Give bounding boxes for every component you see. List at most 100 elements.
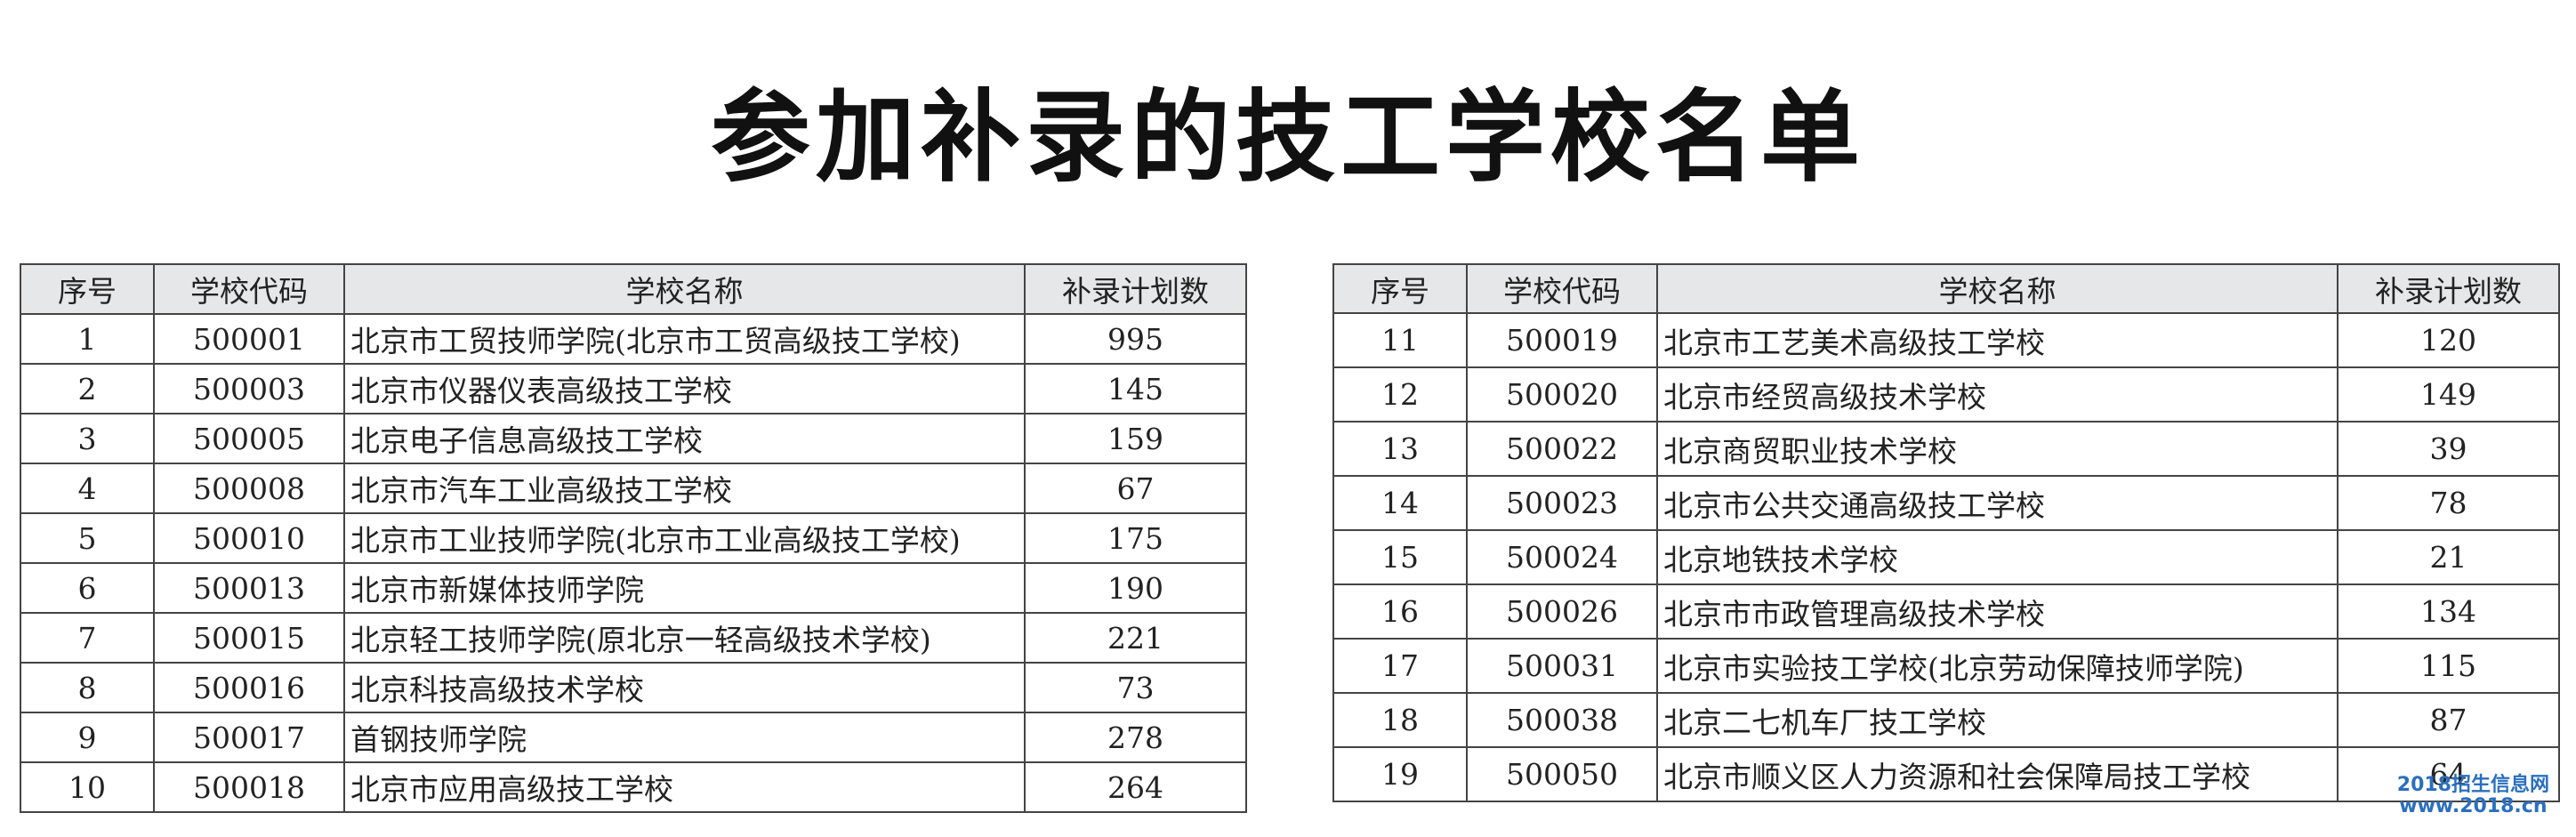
cell: 149 bbox=[2337, 366, 2560, 423]
cell: 115 bbox=[2337, 638, 2560, 694]
title: 参加补录的技工学校名单 bbox=[711, 80, 1865, 196]
cell: 4 bbox=[20, 463, 155, 514]
row: 10 500018 北京市应用高级技工学校 264 bbox=[20, 761, 1247, 813]
cell: 北京市市政管理高级技术学校 bbox=[1656, 583, 2339, 640]
cell: 500003 bbox=[153, 363, 345, 414]
cell: 北京市应用高级技工学校 bbox=[343, 761, 1026, 813]
cell: 5 bbox=[20, 512, 155, 564]
cell: 7 bbox=[20, 612, 155, 664]
cell: 21 bbox=[2337, 529, 2560, 585]
header-cell: 补录计划数 bbox=[2337, 263, 2560, 314]
cell: 北京市经贸高级技术学校 bbox=[1656, 366, 2339, 423]
cell: 18 bbox=[1332, 692, 1468, 748]
cell: 北京市汽车工业高级技工学校 bbox=[343, 463, 1026, 514]
cell: 17 bbox=[1332, 638, 1468, 694]
cell: 67 bbox=[1024, 463, 1247, 514]
row: 18 500038 北京二七机车厂技工学校 87 bbox=[1332, 692, 2560, 748]
cell: 3 bbox=[20, 413, 155, 464]
cell: 159 bbox=[1024, 413, 1247, 464]
cell: 2 bbox=[20, 363, 155, 414]
cell: 500022 bbox=[1466, 421, 1658, 477]
cell: 北京市工贸技师学院(北京市工贸高级技工学校) bbox=[343, 313, 1026, 365]
row: 15 500024 北京地铁技术学校 21 bbox=[1332, 529, 2560, 585]
cell: 500018 bbox=[153, 761, 345, 813]
cell: 1 bbox=[20, 313, 155, 365]
cell: 9 bbox=[20, 712, 155, 763]
watermark-text: 2018招生信息网 bbox=[2396, 774, 2549, 796]
cell: 8 bbox=[20, 662, 155, 713]
cell: 500023 bbox=[1466, 475, 1658, 531]
cell: 500016 bbox=[153, 662, 345, 713]
header-cell: 序号 bbox=[20, 263, 155, 315]
table: 序号 学校代码 学校名称 补录计划数 11 500019 北京市工艺美术高级技工学校 120 1… bbox=[1332, 263, 2560, 802]
cell: 264 bbox=[1024, 761, 1247, 813]
cell: 13 bbox=[1332, 421, 1468, 477]
row: 12 500020 北京市经贸高级技术学校 149 bbox=[1332, 366, 2560, 423]
header-row: 序号 学校代码 学校名称 补录计划数 bbox=[1332, 263, 2560, 314]
cell: 78 bbox=[2337, 475, 2560, 531]
cell: 500038 bbox=[1466, 692, 1658, 748]
cell: 北京市仪器仪表高级技工学校 bbox=[343, 363, 1026, 414]
cell: 278 bbox=[1024, 712, 1247, 763]
cell: 6 bbox=[20, 562, 155, 614]
row: 11 500019 北京市工艺美术高级技工学校 120 bbox=[1332, 312, 2560, 368]
cell: 145 bbox=[1024, 363, 1247, 414]
table: 序号 学校代码 学校名称 补录计划数 1 500001 北京市工贸技师学院(北京市工贸高级技… bbox=[20, 263, 1247, 813]
cell: 北京市工业技师学院(北京市工业高级技工学校) bbox=[343, 512, 1026, 564]
row: 4 500008 北京市汽车工业高级技工学校 67 bbox=[20, 463, 1247, 514]
cell: 190 bbox=[1024, 562, 1247, 614]
cell: 北京地铁技术学校 bbox=[1656, 529, 2339, 585]
cell: 73 bbox=[1024, 662, 1247, 713]
row: 7 500015 北京轻工技师学院(原北京一轻高级技术学校) 221 bbox=[20, 612, 1247, 664]
cell: 39 bbox=[2337, 421, 2560, 477]
cell: 500013 bbox=[153, 562, 345, 614]
row: 5 500010 北京市工业技师学院(北京市工业高级技工学校) 175 bbox=[20, 512, 1247, 564]
cell: 500019 bbox=[1466, 312, 1658, 368]
cell: 995 bbox=[1024, 313, 1247, 365]
cell: 北京市实验技工学校(北京劳动保障技师学院) bbox=[1656, 638, 2339, 694]
cell: 500024 bbox=[1466, 529, 1658, 585]
row: 1 500001 北京市工贸技师学院(北京市工贸高级技工学校) 995 bbox=[20, 313, 1247, 365]
cell: 500031 bbox=[1466, 638, 1658, 694]
cell: 14 bbox=[1332, 475, 1468, 531]
cell: 19 bbox=[1332, 746, 1468, 802]
header-row: 序号 学校代码 学校名称 补录计划数 bbox=[20, 263, 1247, 315]
header-cell: 学校代码 bbox=[153, 263, 345, 315]
cell: 11 bbox=[1332, 312, 1468, 368]
cell: 221 bbox=[1024, 612, 1247, 664]
cell: 87 bbox=[2337, 692, 2560, 748]
cell: 500020 bbox=[1466, 366, 1658, 423]
cell: 10 bbox=[20, 761, 155, 813]
cell: 64 bbox=[2337, 746, 2560, 802]
cell: 500008 bbox=[153, 463, 345, 514]
cell: 北京科技高级技术学校 bbox=[343, 662, 1026, 713]
cell: 北京轻工技师学院(原北京一轻高级技术学校) bbox=[343, 612, 1026, 664]
row: 19 500050 北京市顺义区人力资源和社会保障局技工学校 64 bbox=[1332, 746, 2560, 802]
cell: 500050 bbox=[1466, 746, 1658, 802]
cell: 500001 bbox=[153, 313, 345, 365]
cell: 16 bbox=[1332, 583, 1468, 640]
cell: 北京市公共交通高级技工学校 bbox=[1656, 475, 2339, 531]
cell: 北京二七机车厂技工学校 bbox=[1656, 692, 2339, 748]
cell: 500026 bbox=[1466, 583, 1658, 640]
watermark: 2018招生信息网 www.2018.cn bbox=[2397, 775, 2549, 817]
row: 14 500023 北京市公共交通高级技工学校 78 bbox=[1332, 475, 2560, 531]
header-cell: 学校代码 bbox=[1466, 263, 1658, 314]
row: 3 500005 北京电子信息高级技工学校 159 bbox=[20, 413, 1247, 464]
cell: 134 bbox=[2337, 583, 2560, 640]
cell: 500017 bbox=[153, 712, 345, 763]
cell: 15 bbox=[1332, 529, 1468, 585]
cell: 北京市工艺美术高级技工学校 bbox=[1656, 312, 2339, 368]
row: 9 500017 首钢技师学院 278 bbox=[20, 712, 1247, 763]
header-cell: 序号 bbox=[1332, 263, 1468, 314]
cell: 500010 bbox=[153, 512, 345, 564]
cell: 北京市顺义区人力资源和社会保障局技工学校 bbox=[1656, 746, 2339, 802]
header-cell: 学校名称 bbox=[343, 263, 1026, 315]
cell: 首钢技师学院 bbox=[343, 712, 1026, 763]
cell: 500015 bbox=[153, 612, 345, 664]
cell: 120 bbox=[2337, 312, 2560, 368]
row: 8 500016 北京科技高级技术学校 73 bbox=[20, 662, 1247, 713]
cell: 北京电子信息高级技工学校 bbox=[343, 413, 1026, 464]
cell: 北京商贸职业技术学校 bbox=[1656, 421, 2339, 477]
